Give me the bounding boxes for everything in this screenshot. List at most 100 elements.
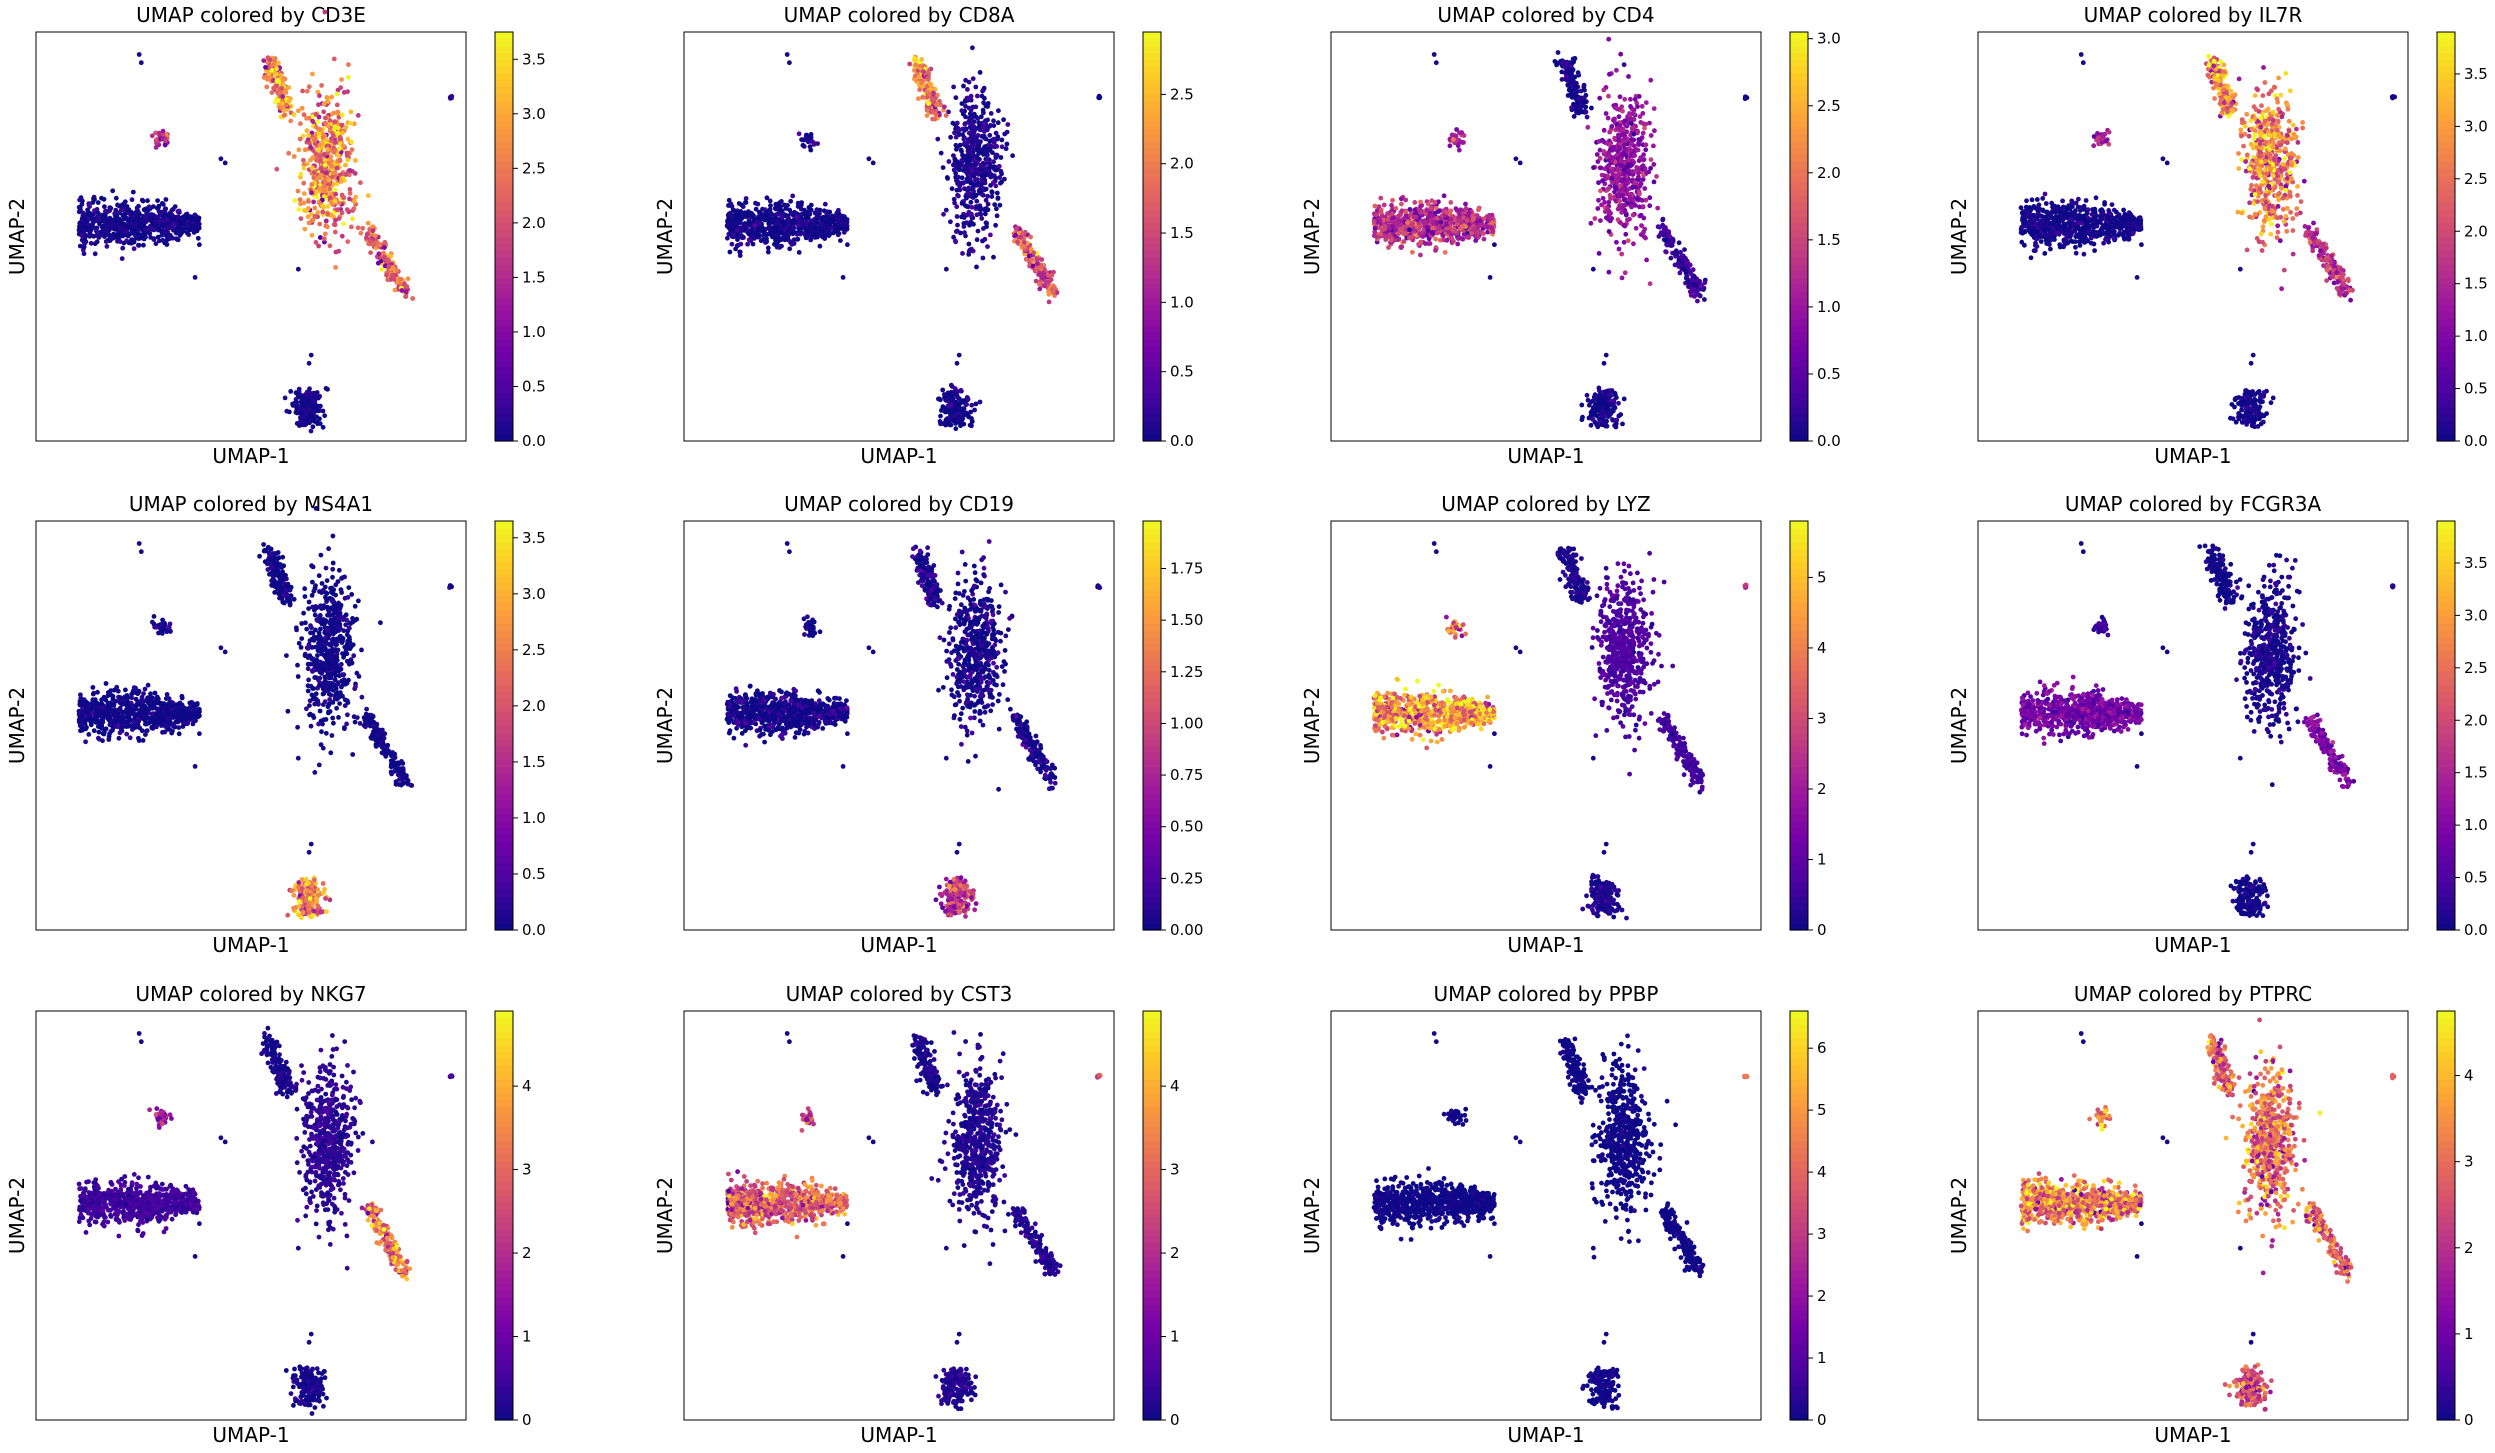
cell-point xyxy=(382,245,387,251)
cell-point xyxy=(117,239,123,245)
cell-point xyxy=(1626,74,1631,79)
cell-point xyxy=(827,222,833,227)
cell-point xyxy=(1623,231,1629,237)
cell-point xyxy=(971,129,977,135)
cell-point xyxy=(808,202,814,208)
cell-point xyxy=(1690,267,1696,273)
cell-point xyxy=(306,360,312,366)
cell-point xyxy=(347,191,353,196)
cell-point xyxy=(1004,129,1010,135)
cell-point xyxy=(121,226,127,232)
cell-point xyxy=(284,102,289,108)
cell-point xyxy=(975,133,981,138)
cell-point xyxy=(1037,281,1042,287)
colorbar-tick-label: 1.5 xyxy=(522,268,546,286)
cell-point xyxy=(997,202,1003,208)
cell-point xyxy=(788,198,794,204)
cell-point xyxy=(1617,172,1622,178)
cell-point xyxy=(195,216,200,222)
cell-point xyxy=(130,189,136,195)
cell-point xyxy=(746,221,751,227)
cell-point xyxy=(750,241,756,247)
cell-point xyxy=(102,204,107,210)
cell-point xyxy=(1389,202,1394,208)
cell-point xyxy=(1601,87,1607,93)
cell-point xyxy=(163,197,169,202)
cell-point xyxy=(322,188,328,194)
cell-point xyxy=(365,220,371,226)
cell-point xyxy=(734,227,740,233)
cell-point xyxy=(952,130,957,136)
colorbar-segment xyxy=(1143,113,1161,122)
colorbar-tick-label: 0.5 xyxy=(1170,363,1194,381)
cell-point xyxy=(1600,195,1606,201)
cell-point xyxy=(743,199,748,205)
cell-point xyxy=(808,147,814,153)
cell-point xyxy=(973,401,979,407)
cell-point xyxy=(1386,245,1391,250)
cell-point xyxy=(1371,233,1377,239)
cell-point xyxy=(339,112,345,118)
cell-point xyxy=(306,84,312,90)
cell-point xyxy=(994,190,1000,196)
cell-point xyxy=(1607,71,1612,77)
cell-point xyxy=(160,128,166,134)
cell-point xyxy=(1628,104,1633,109)
cell-point xyxy=(999,179,1004,185)
colorbar-segment xyxy=(1143,168,1161,176)
cell-point xyxy=(153,241,159,247)
cell-point xyxy=(1615,125,1620,131)
cell-point xyxy=(150,226,156,232)
colorbar-segment xyxy=(495,52,513,60)
cell-point xyxy=(341,90,347,95)
cell-point xyxy=(1489,212,1495,218)
cell-point xyxy=(1594,152,1600,157)
cell-point xyxy=(958,387,964,393)
cell-point xyxy=(335,130,341,136)
cell-point xyxy=(1647,120,1652,126)
cell-point xyxy=(1378,195,1384,201)
cell-point xyxy=(948,219,953,225)
cell-point xyxy=(388,253,394,259)
colorbar: 0.00.51.01.52.02.5 xyxy=(1142,31,1194,450)
cell-point xyxy=(1608,196,1613,201)
colorbar-tick-label: 3.5 xyxy=(522,50,546,68)
cell-point xyxy=(781,221,787,227)
cell-point xyxy=(970,76,976,82)
cell-point xyxy=(1039,257,1045,262)
colorbar-tick-label: 0.0 xyxy=(522,432,546,450)
cell-point xyxy=(105,223,111,229)
cell-point xyxy=(785,203,790,208)
cell-point xyxy=(1378,207,1384,213)
cell-point xyxy=(948,398,954,403)
cell-point xyxy=(803,212,809,218)
cell-point xyxy=(792,211,797,216)
cell-point xyxy=(1648,157,1654,163)
cell-point xyxy=(321,236,327,242)
cell-point xyxy=(1613,184,1619,190)
cell-point xyxy=(327,181,332,187)
cell-point xyxy=(1640,204,1646,209)
cell-point xyxy=(195,235,201,241)
cell-point xyxy=(805,230,810,236)
cell-point xyxy=(963,77,968,83)
cell-point xyxy=(1640,163,1646,169)
colorbar-segment xyxy=(1143,52,1161,60)
cell-point xyxy=(103,208,109,214)
cell-point xyxy=(981,133,987,139)
cell-point xyxy=(127,240,132,246)
cell-point xyxy=(351,206,357,212)
cell-point xyxy=(1474,213,1480,218)
cell-point xyxy=(961,412,966,418)
cell-point xyxy=(390,272,395,278)
colorbar-segment xyxy=(495,420,513,428)
colorbar-segment xyxy=(1143,434,1161,442)
cell-point xyxy=(340,143,346,149)
colorbar-segment xyxy=(495,372,513,381)
cell-point xyxy=(822,233,828,239)
cell-point xyxy=(1676,240,1682,246)
cell-point xyxy=(1627,111,1632,116)
cell-point xyxy=(1606,269,1612,275)
cell-point xyxy=(379,266,385,272)
cell-point xyxy=(284,408,290,414)
